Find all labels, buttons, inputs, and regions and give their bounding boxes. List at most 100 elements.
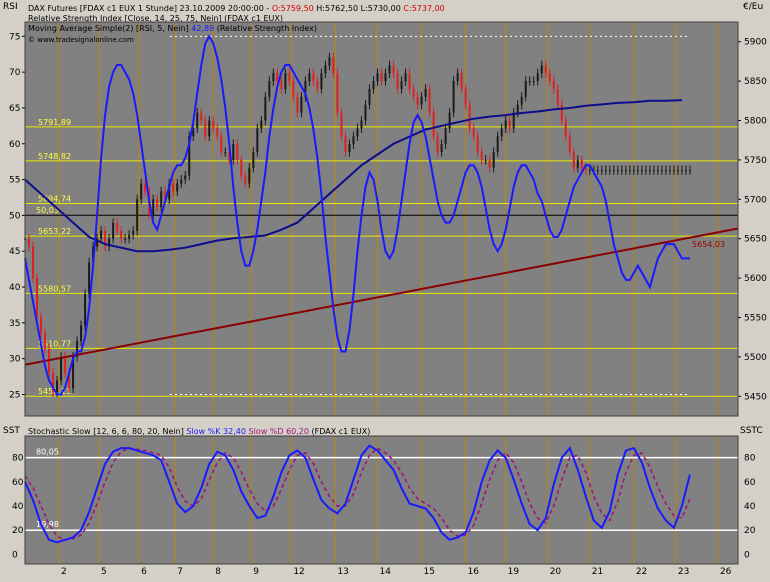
candle-body <box>504 120 507 129</box>
candle-body <box>116 222 119 231</box>
left-tick-label: 70 <box>9 68 21 78</box>
candle-body <box>188 136 191 176</box>
candle-body <box>312 73 315 82</box>
stoch-legend-prefix: Stochastic Slow [12, 6, 6, 80, 20, Nein] <box>28 427 186 436</box>
candle-body <box>28 238 31 247</box>
candle-body <box>664 170 667 172</box>
candle-body <box>500 128 503 137</box>
candle-body <box>68 372 71 389</box>
price-level-label: 5748,82 <box>38 152 71 161</box>
main-right-axis: 5450 5500 5550 5600 5650 5700 5750 5800 5850 5900 <box>738 38 767 402</box>
candle-body <box>560 104 563 121</box>
legend-ma-line: Moving Average Simple(2) [RSI, 5, Nein] … <box>28 24 317 33</box>
left-tick-label: 65 <box>9 104 20 114</box>
stoch-d-line <box>24 447 691 541</box>
candle-body <box>380 73 383 82</box>
candle-body <box>448 112 451 129</box>
candle-body <box>604 170 607 172</box>
legend-ma-suffix: (Relative Strength Index) <box>214 24 317 33</box>
left-tick-label: 25 <box>9 391 20 401</box>
candle-body <box>176 183 179 192</box>
candle-body <box>60 356 63 381</box>
candle-body <box>556 88 559 105</box>
candle-body <box>356 128 359 137</box>
candle-body <box>44 333 47 350</box>
candle-body <box>660 170 663 172</box>
candle-body <box>80 325 83 342</box>
right-tick-label: 5650 <box>744 235 767 245</box>
stoch-right-tick-label: 80 <box>744 454 756 464</box>
watermark-text: © www.tradesignalonline.com <box>28 36 134 44</box>
ma-line <box>24 99 682 253</box>
candle-body <box>360 120 363 129</box>
candle-body <box>540 65 543 74</box>
x-tick-label: 5 <box>101 567 107 577</box>
candle-body <box>248 167 251 184</box>
stoch-legend-suffix: (FDAX c1 EUX) <box>309 427 370 436</box>
candle-body <box>476 136 479 153</box>
stoch-right-tick-label: 0 <box>744 550 750 560</box>
candle-body <box>428 88 431 113</box>
stoch-layer: 80,05 19,98 <box>24 444 738 544</box>
candle-body <box>372 81 375 89</box>
candle-body <box>96 238 99 247</box>
candle-body <box>56 380 59 393</box>
candle-body <box>196 112 199 129</box>
candle-body <box>444 128 447 145</box>
candle-body <box>168 183 171 200</box>
candle-body <box>644 170 647 172</box>
candle-body <box>256 128 259 153</box>
candle-body <box>688 170 691 172</box>
candle-body <box>160 191 163 208</box>
candle-body <box>516 104 519 113</box>
candle-body <box>32 246 35 279</box>
candle-body <box>340 112 343 137</box>
x-tick-label: 7 <box>177 567 183 577</box>
stoch-left-axis-title: SST <box>3 426 20 436</box>
right-tick-label: 5450 <box>744 392 767 402</box>
candle-body <box>432 112 435 137</box>
stoch-legend-k: Slow %K 32,40 <box>186 427 246 436</box>
candle-body <box>72 356 75 389</box>
candle-body <box>212 120 215 129</box>
right-tick-label: 5900 <box>744 38 767 48</box>
candle-body <box>288 73 291 82</box>
main-left-axis-title: RSI <box>3 2 18 12</box>
candle-body <box>304 81 307 97</box>
candle-body <box>684 170 687 172</box>
candle-body <box>216 128 219 137</box>
trendline-label: 5654,03 <box>692 240 725 249</box>
x-tick-label: 9 <box>253 567 259 577</box>
candle-body <box>680 170 683 172</box>
candle-body <box>324 65 327 74</box>
candle-body <box>668 170 671 172</box>
trendline <box>24 227 739 366</box>
legend-price-prefix: DAX Futures [FDAX c1 EUX 1 Stunde] 23.10… <box>28 4 272 13</box>
stoch-legend-d: Slow %D 60,20 <box>249 427 310 436</box>
candle-body <box>460 73 463 89</box>
candle-body <box>452 81 455 113</box>
x-tick-label: 21 <box>592 567 603 577</box>
candle-body <box>172 183 175 192</box>
candle-body <box>412 88 415 97</box>
stoch-left-axis: 0 20 40 60 80 <box>12 454 24 561</box>
x-tick-label: 22 <box>636 567 647 577</box>
candle-body <box>208 120 211 137</box>
candle-body <box>628 170 631 172</box>
left-tick-label: 75 <box>9 32 20 42</box>
candle-body <box>320 73 323 89</box>
x-tick-label: 13 <box>337 567 348 577</box>
candle-body <box>240 159 243 176</box>
main-legend: DAX Futures [FDAX c1 EUX 1 Stunde] 23.10… <box>28 4 445 44</box>
right-tick-label: 5600 <box>744 274 767 284</box>
x-tick-label: 2 <box>61 567 67 577</box>
stoch-left-tick-label: 20 <box>12 526 24 536</box>
left-tick-label: 50 <box>9 211 21 221</box>
candle-body <box>204 120 207 137</box>
candle-body <box>396 73 399 89</box>
x-tick-label: 15 <box>424 567 435 577</box>
x-tick-label: 20 <box>550 567 562 577</box>
legend-price-close: C:5737,00 <box>403 4 444 13</box>
stoch-left-tick-label: 0 <box>12 550 18 560</box>
